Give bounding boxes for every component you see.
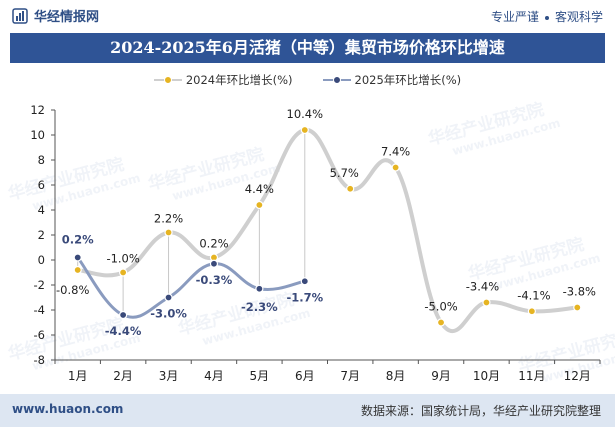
data-point-2024	[164, 228, 173, 237]
data-point-2025	[119, 310, 128, 320]
data-point-2024	[482, 298, 491, 307]
data-point-2024	[255, 200, 264, 210]
x-tick-label: 11月	[518, 369, 545, 383]
data-point-2025	[73, 253, 82, 262]
x-tick-label: 6月	[295, 369, 315, 383]
x-tick-label: 7月	[340, 369, 360, 383]
y-tick-label: 12	[30, 103, 45, 117]
x-tick-label: 8月	[386, 369, 406, 383]
data-label-2024: -3.8%	[563, 285, 596, 299]
data-point-2024	[300, 125, 309, 135]
legend-swatch-2025-icon	[322, 75, 351, 85]
data-label-2025: -3.0%	[150, 307, 187, 321]
y-tick-label: 8	[38, 153, 45, 167]
data-label-2024: 5.7%	[330, 166, 359, 180]
x-tick-label: 4月	[204, 369, 224, 383]
x-tick-label: 3月	[159, 369, 179, 383]
legend-swatch-2024-icon	[153, 75, 182, 85]
legend-item-2024[interactable]: 2024年环比增长(%)	[153, 72, 293, 88]
tagline-left: 专业严谨	[490, 10, 539, 24]
footer-source: 数据来源：国家统计局，华经产业研究院整理	[360, 404, 601, 418]
data-label-2024: 7.4%	[381, 145, 410, 159]
data-label-2024: 10.4%	[287, 107, 324, 121]
data-label-2024: 0.2%	[199, 237, 228, 251]
y-tick-label: -4	[34, 303, 45, 317]
data-label-2024: 2.2%	[154, 212, 183, 226]
data-label-2025: -0.3%	[196, 273, 233, 287]
data-label-2024: 4.4%	[245, 182, 274, 196]
data-point-2024	[391, 163, 400, 172]
data-label-2024: -1.0%	[106, 252, 139, 266]
x-tick-label: 2月	[113, 369, 133, 383]
brand[interactable]: 华经情报网	[12, 6, 99, 25]
data-label-2025: -4.4%	[105, 324, 142, 338]
data-point-2024	[119, 268, 128, 277]
series-line-2024	[75, 128, 580, 333]
data-label-2024: -3.4%	[466, 280, 499, 294]
x-tick-label: 5月	[250, 369, 270, 383]
data-label-2024: -4.1%	[517, 288, 550, 302]
y-tick-label: 4	[38, 203, 45, 217]
data-point-2024	[346, 184, 355, 193]
data-label-2024: -5.0%	[424, 300, 457, 314]
y-tick-label: 0	[38, 253, 45, 267]
data-point-2025	[164, 293, 173, 302]
separator-dot-icon	[544, 15, 549, 20]
tagline: 专业严谨 客观科学	[491, 8, 603, 25]
legend: 2024年环比增长(%) 2025年环比增长(%)	[0, 70, 615, 90]
y-tick-label: -8	[34, 353, 45, 367]
data-point-2024	[73, 265, 82, 275]
x-tick-label: 1月	[68, 369, 88, 383]
bar-chart-icon	[12, 7, 28, 24]
data-point-2024	[436, 318, 446, 327]
y-tick-label: 6	[38, 178, 45, 192]
data-label-2024: -0.8%	[56, 283, 89, 297]
legend-label-2024: 2024年环比增长(%)	[185, 73, 293, 87]
data-point-2025	[255, 284, 264, 293]
y-tick-label: 10	[30, 128, 45, 142]
data-point-2024	[527, 307, 536, 316]
tagline-right: 客观科学	[554, 10, 603, 24]
x-tick-label: 9月	[431, 369, 451, 383]
x-tick-label: 10月	[473, 369, 500, 383]
data-point-2025	[209, 259, 219, 268]
data-label-2025: 0.2%	[62, 233, 94, 247]
y-tick-label: -2	[34, 278, 45, 292]
line-chart: 华经产业研究院www.huaon.com华经产业研究院www.huaon.com…	[6, 99, 615, 385]
legend-item-2025[interactable]: 2025年环比增长(%)	[322, 72, 462, 88]
chart-title: 2024-2025年6月活猪（中等）集贸市场价格环比增速	[10, 33, 605, 63]
brand-name: 华经情报网	[34, 10, 100, 25]
y-tick-label: -6	[34, 328, 45, 342]
footer: www.huaon.com 数据来源：国家统计局，华经产业研究院整理	[0, 394, 615, 427]
top-bar: 华经情报网 专业严谨 客观科学	[0, 0, 615, 32]
y-tick-label: 2	[38, 228, 45, 242]
data-point-2025	[300, 277, 309, 286]
footer-url[interactable]: www.huaon.com	[12, 402, 124, 416]
data-label-2025: -1.7%	[286, 290, 323, 304]
data-point-2024	[573, 303, 582, 312]
x-tick-label: 12月	[564, 369, 591, 383]
data-label-2025: -2.3%	[241, 300, 278, 314]
legend-label-2025: 2025年环比增长(%)	[354, 73, 462, 87]
